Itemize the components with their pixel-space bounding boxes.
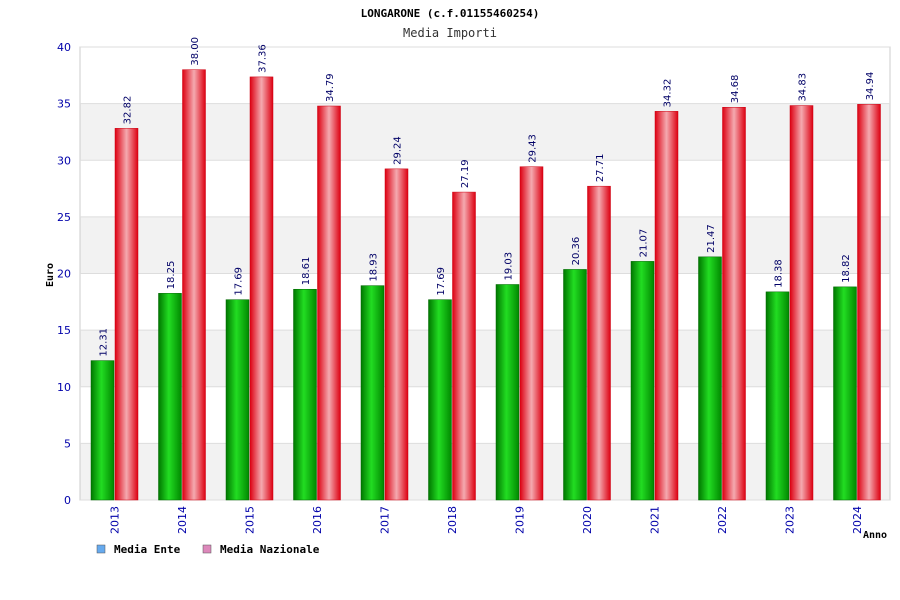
value-label: 34.79 (325, 73, 336, 102)
bar-media-nazionale-2019 (519, 166, 544, 501)
plot-background (79, 46, 891, 501)
bar-media-ente-2013 (90, 360, 115, 501)
value-label: 21.47 (706, 224, 717, 253)
bar-media-nazionale-2017 (384, 168, 409, 501)
bar-media-ente-2020 (563, 269, 587, 501)
value-label: 18.93 (369, 253, 380, 282)
bar-media-ente-2014 (158, 293, 182, 501)
value-label: 12.31 (99, 328, 110, 357)
bar-media-nazionale-2018 (452, 191, 476, 501)
legend-swatch (202, 544, 212, 554)
bar-media-nazionale-2022 (722, 106, 746, 501)
x-axis-ticks: 2013 2014 2015 2016 2017 2018 2019 2020 2021 2022… (109, 506, 865, 534)
value-label: 29.43 (528, 134, 539, 163)
bar-media-ente-2023 (765, 291, 790, 501)
bars (90, 69, 881, 501)
x-tick-label: 2013 (109, 506, 122, 534)
bar-media-nazionale-2015 (249, 76, 274, 501)
y-tick-label: 35 (57, 98, 71, 111)
bar-media-nazionale-2024 (857, 104, 881, 501)
y-tick-label: 5 (64, 437, 71, 450)
bar-media-ente-2022 (698, 256, 722, 501)
value-label: 34.32 (663, 79, 674, 108)
x-tick-label: 2018 (446, 506, 459, 534)
bar-media-ente-2019 (495, 284, 520, 501)
x-tick-label: 2015 (244, 506, 257, 534)
x-axis-label: Anno (863, 530, 887, 541)
value-label: 34.83 (798, 73, 809, 102)
legend-label: Media Ente (114, 543, 181, 556)
legend-label: Media Nazionale (220, 543, 320, 556)
x-tick-label: 2024 (851, 506, 864, 534)
value-label: 38.00 (190, 37, 201, 66)
value-label: 29.24 (393, 136, 404, 165)
grid-band (80, 47, 890, 104)
legend: Media Ente Media Nazionale (96, 543, 320, 556)
grid-band (80, 273, 890, 331)
value-label: 18.61 (301, 257, 312, 286)
y-tick-label: 10 (57, 381, 71, 394)
legend-swatch (96, 544, 106, 554)
value-label: 20.36 (571, 237, 582, 266)
bar-media-nazionale-2020 (587, 185, 611, 501)
bar-media-nazionale-2021 (654, 111, 679, 501)
grid-band (80, 386, 890, 444)
x-tick-label: 2017 (379, 506, 392, 534)
value-label: 21.07 (639, 229, 650, 258)
y-tick-label: 30 (57, 154, 71, 167)
y-tick-label: 15 (57, 324, 71, 337)
value-label: 27.71 (595, 154, 606, 183)
value-label: 32.82 (123, 96, 134, 125)
x-tick-label: 2020 (581, 506, 594, 534)
bar-media-ente-2024 (833, 286, 857, 501)
grid-band (80, 103, 890, 161)
value-label: 17.69 (436, 267, 447, 296)
value-label: 19.03 (504, 252, 515, 281)
y-tick-label: 20 (57, 268, 71, 281)
y-tick-label: 40 (57, 41, 71, 54)
value-label: 34.94 (865, 72, 876, 101)
grid-band (80, 443, 890, 500)
gridlines (80, 46, 890, 501)
value-label: 34.68 (730, 75, 741, 104)
value-label: 17.69 (234, 267, 245, 296)
x-tick-label: 2023 (784, 506, 797, 534)
y-axis-ticks: 0 5 10 15 20 25 30 35 40 (57, 41, 71, 507)
bar-media-nazionale-2016 (317, 105, 341, 501)
x-tick-label: 2021 (649, 506, 662, 534)
grid-band (80, 216, 890, 274)
value-labels: 12.31 32.82 18.25 38.00 17.69 37.36 18.61 34.79… (99, 37, 877, 357)
bar-media-nazionale-2014 (182, 69, 206, 501)
value-label: 18.82 (841, 254, 852, 283)
y-tick-label: 25 (57, 211, 71, 224)
bar-media-nazionale-2023 (789, 105, 814, 501)
bar-media-nazionale-2013 (114, 128, 139, 501)
x-tick-label: 2022 (716, 506, 729, 534)
x-tick-label: 2019 (514, 506, 527, 534)
grid-band (80, 160, 890, 217)
x-tick-label: 2016 (311, 506, 324, 534)
bar-media-ente-2016 (293, 288, 317, 501)
x-tick-label: 2014 (176, 506, 189, 534)
y-tick-label: 0 (64, 494, 71, 507)
value-label: 18.38 (774, 259, 785, 288)
chart-title: LONGARONE (c.f.01155460254) (361, 7, 540, 20)
bar-media-ente-2015 (225, 299, 250, 501)
bar-media-ente-2021 (630, 261, 655, 501)
y-axis-label: Euro (45, 263, 56, 287)
bar-media-ente-2017 (360, 285, 385, 501)
value-label: 27.19 (460, 159, 471, 188)
chart-subtitle: Media Importi (403, 26, 497, 40)
value-label: 37.36 (258, 44, 269, 73)
grid-band (80, 330, 890, 387)
bar-media-ente-2018 (428, 299, 452, 501)
value-label: 18.25 (166, 261, 177, 290)
